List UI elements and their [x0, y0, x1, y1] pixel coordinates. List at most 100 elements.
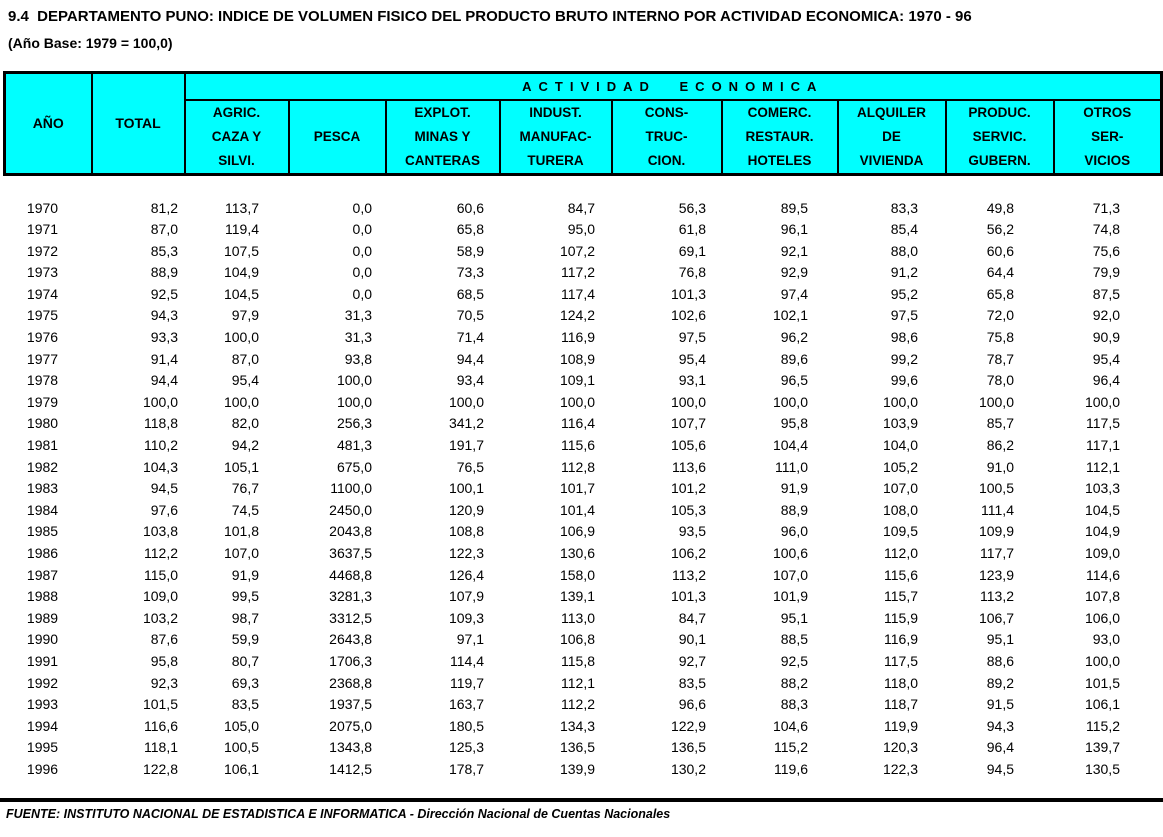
value-cell: 675,0 — [336, 458, 372, 475]
value-cell: 122,3 — [448, 545, 484, 561]
value-cell: 3637,5 — [329, 545, 372, 561]
value-cell: 109,3 — [448, 609, 484, 626]
value-cell: 104,9 — [223, 264, 259, 281]
header-line: TURERA — [527, 152, 584, 168]
value-cell: 65,8 — [456, 221, 484, 238]
value-cell: 100,0 — [772, 393, 808, 410]
year-cell: 1983 — [26, 480, 59, 497]
value-cell: 139,9 — [559, 760, 595, 777]
value-cell: 2043,8 — [329, 523, 372, 540]
table-row: 1987 115,0 91,9 4468,8 126,4 158,0 113,2 107,0 1… — [3, 565, 1160, 587]
col-header-total: TOTAL — [90, 71, 186, 175]
value-cell: 115,2 — [1086, 717, 1120, 734]
value-cell: 126,4 — [448, 566, 484, 583]
value-cell: 91,9 — [231, 566, 259, 583]
header-line: PESCA — [313, 128, 361, 144]
value-cell: 93,4 — [456, 372, 484, 389]
value-cell: 98,7 — [231, 609, 259, 626]
year-cell: 1981 — [26, 437, 59, 454]
value-cell: 71,4 — [456, 329, 484, 346]
value-cell: 96,1 — [780, 221, 808, 238]
value-cell: 92,9 — [780, 264, 808, 281]
value-cell: 75,8 — [986, 329, 1014, 346]
value-cell: 130,2 — [670, 760, 706, 777]
value-cell: 117,5 — [1086, 415, 1120, 432]
col-header-produc-servic-gubern: PRODUC. SERVIC. GUBERN. — [944, 98, 1055, 175]
value-cell: 96,2 — [780, 329, 808, 346]
table-row: 1988 109,0 99,5 3281,3 107,9 139,1 101,3 101,9 1… — [3, 586, 1160, 608]
value-cell: 109,0 — [142, 588, 178, 605]
value-cell: 56,2 — [986, 221, 1014, 238]
value-cell: 341,2 — [448, 415, 484, 432]
value-cell: 96,5 — [780, 372, 808, 389]
value-cell: 104,3 — [142, 458, 178, 475]
value-cell: 113,2 — [672, 566, 706, 583]
value-cell: 104,9 — [1084, 523, 1120, 540]
header-line: OTROS — [1083, 104, 1132, 120]
col-header-comerc-restaur-hoteles: COMERC. RESTAUR. HOTELES — [720, 98, 839, 175]
year-cell: 1993 — [26, 696, 59, 713]
value-cell: 119,9 — [884, 717, 918, 734]
header-line: MINAS Y — [414, 128, 471, 144]
value-cell: 91,4 — [150, 350, 178, 367]
header-line: VICIOS — [1084, 152, 1131, 168]
value-cell: 95,4 — [1092, 350, 1120, 367]
value-cell: 180,5 — [448, 717, 484, 734]
value-cell: 90,9 — [1092, 329, 1120, 346]
value-cell: 91,2 — [890, 264, 918, 281]
value-cell: 92,0 — [1092, 307, 1120, 324]
year-cell: 1980 — [26, 415, 59, 432]
table-row: 1989 103,2 98,7 3312,5 109,3 113,0 84,7 95,1 115… — [3, 608, 1160, 630]
value-cell: 83,5 — [231, 696, 259, 713]
year-cell: 1975 — [26, 307, 59, 324]
value-cell: 85,7 — [986, 415, 1014, 432]
header-line: EXPLOT. — [414, 104, 471, 120]
value-cell: 107,0 — [882, 480, 918, 497]
value-cell: 0,0 — [352, 264, 372, 281]
value-cell: 89,5 — [780, 199, 808, 216]
value-cell: 65,8 — [986, 285, 1014, 302]
year-cell: 1996 — [26, 760, 59, 777]
year-cell: 1971 — [26, 221, 59, 238]
value-cell: 112,2 — [561, 696, 595, 713]
value-cell: 76,8 — [678, 264, 706, 281]
table-row: 1992 92,3 69,3 2368,8 119,7 112,1 83,5 88,2 118,… — [3, 673, 1160, 695]
value-cell: 130,6 — [559, 545, 595, 561]
value-cell: 107,0 — [772, 566, 808, 583]
group-header-row: AÑO TOTAL ACTIVIDAD ECONOMICA — [3, 71, 1163, 175]
value-cell: 100,0 — [142, 393, 178, 410]
value-cell: 100,0 — [670, 393, 706, 410]
value-cell: 114,4 — [450, 652, 484, 669]
value-cell: 85,3 — [150, 242, 178, 259]
value-cell: 119,6 — [774, 760, 808, 777]
value-cell: 97,5 — [678, 329, 706, 346]
col-header-pesca: PESCA — [287, 98, 387, 175]
value-cell: 104,4 — [772, 437, 808, 454]
value-cell: 101,2 — [670, 480, 706, 497]
value-cell: 114,6 — [1086, 566, 1120, 583]
value-cell: 95,1 — [780, 609, 808, 626]
value-cell: 100,0 — [223, 393, 259, 410]
value-cell: 84,7 — [567, 199, 595, 216]
value-cell: 101,9 — [772, 588, 808, 605]
header-line: DE — [882, 128, 901, 144]
header-line: SER- — [1091, 128, 1124, 144]
value-cell: 69,1 — [678, 242, 706, 259]
value-cell: 1343,8 — [329, 739, 372, 756]
value-cell: 103,8 — [142, 523, 178, 540]
value-cell: 88,0 — [890, 242, 918, 259]
value-cell: 136,5 — [559, 739, 595, 756]
value-cell: 122,9 — [670, 717, 706, 734]
value-cell: 95,2 — [890, 285, 918, 302]
value-cell: 104,5 — [223, 285, 259, 302]
header-line: HOTELES — [747, 152, 812, 168]
value-cell: 91,0 — [986, 458, 1014, 475]
value-cell: 108,0 — [882, 501, 918, 518]
table-row: 1984 97,6 74,5 2450,0 120,9 101,4 105,3 88,9 108… — [3, 500, 1160, 522]
value-cell: 115,6 — [561, 437, 595, 454]
header-line: INDUST. — [529, 104, 582, 120]
value-cell: 94,3 — [150, 307, 178, 324]
value-cell: 109,1 — [559, 372, 595, 389]
year-cell: 1973 — [26, 264, 59, 281]
value-cell: 97,9 — [231, 307, 259, 324]
